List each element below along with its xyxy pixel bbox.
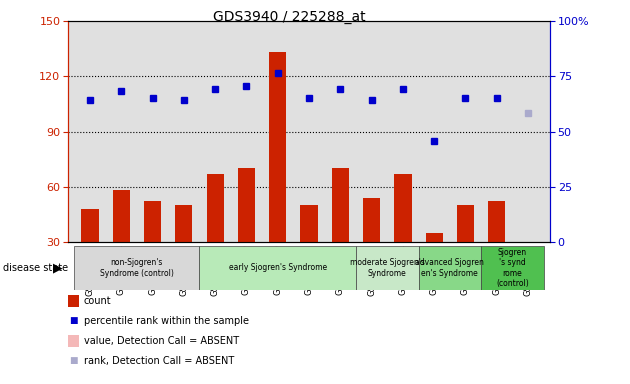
- Bar: [113, 190, 130, 242]
- Text: Sjogren
's synd
rome
(control): Sjogren 's synd rome (control): [496, 248, 529, 288]
- Text: ■: ■: [69, 316, 78, 325]
- Text: value, Detection Call = ABSENT: value, Detection Call = ABSENT: [84, 336, 239, 346]
- Text: rank, Detection Call = ABSENT: rank, Detection Call = ABSENT: [84, 356, 234, 366]
- Bar: [207, 174, 224, 242]
- Bar: [457, 205, 474, 242]
- Text: non-Sjogren's
Syndrome (control): non-Sjogren's Syndrome (control): [100, 258, 174, 278]
- Text: disease state: disease state: [3, 263, 68, 273]
- FancyBboxPatch shape: [200, 246, 356, 290]
- Bar: [488, 202, 505, 242]
- Bar: [269, 52, 286, 242]
- Bar: [175, 205, 192, 242]
- Text: ▶: ▶: [54, 262, 63, 274]
- FancyBboxPatch shape: [74, 246, 200, 290]
- Bar: [363, 198, 381, 242]
- Text: GDS3940 / 225288_at: GDS3940 / 225288_at: [214, 10, 366, 23]
- FancyBboxPatch shape: [356, 246, 418, 290]
- Text: percentile rank within the sample: percentile rank within the sample: [84, 316, 249, 326]
- Bar: [426, 233, 443, 242]
- Text: advanced Sjogren
en's Syndrome: advanced Sjogren en's Syndrome: [415, 258, 484, 278]
- Bar: [332, 168, 349, 242]
- Bar: [301, 205, 318, 242]
- FancyBboxPatch shape: [418, 246, 481, 290]
- Text: count: count: [84, 296, 112, 306]
- Text: ■: ■: [69, 356, 78, 365]
- Text: early Sjogren's Syndrome: early Sjogren's Syndrome: [229, 263, 327, 272]
- Bar: [394, 174, 411, 242]
- Bar: [144, 202, 161, 242]
- Bar: [81, 209, 98, 242]
- FancyBboxPatch shape: [481, 246, 544, 290]
- Bar: [238, 168, 255, 242]
- Text: moderate Sjogren's
Syndrome: moderate Sjogren's Syndrome: [350, 258, 425, 278]
